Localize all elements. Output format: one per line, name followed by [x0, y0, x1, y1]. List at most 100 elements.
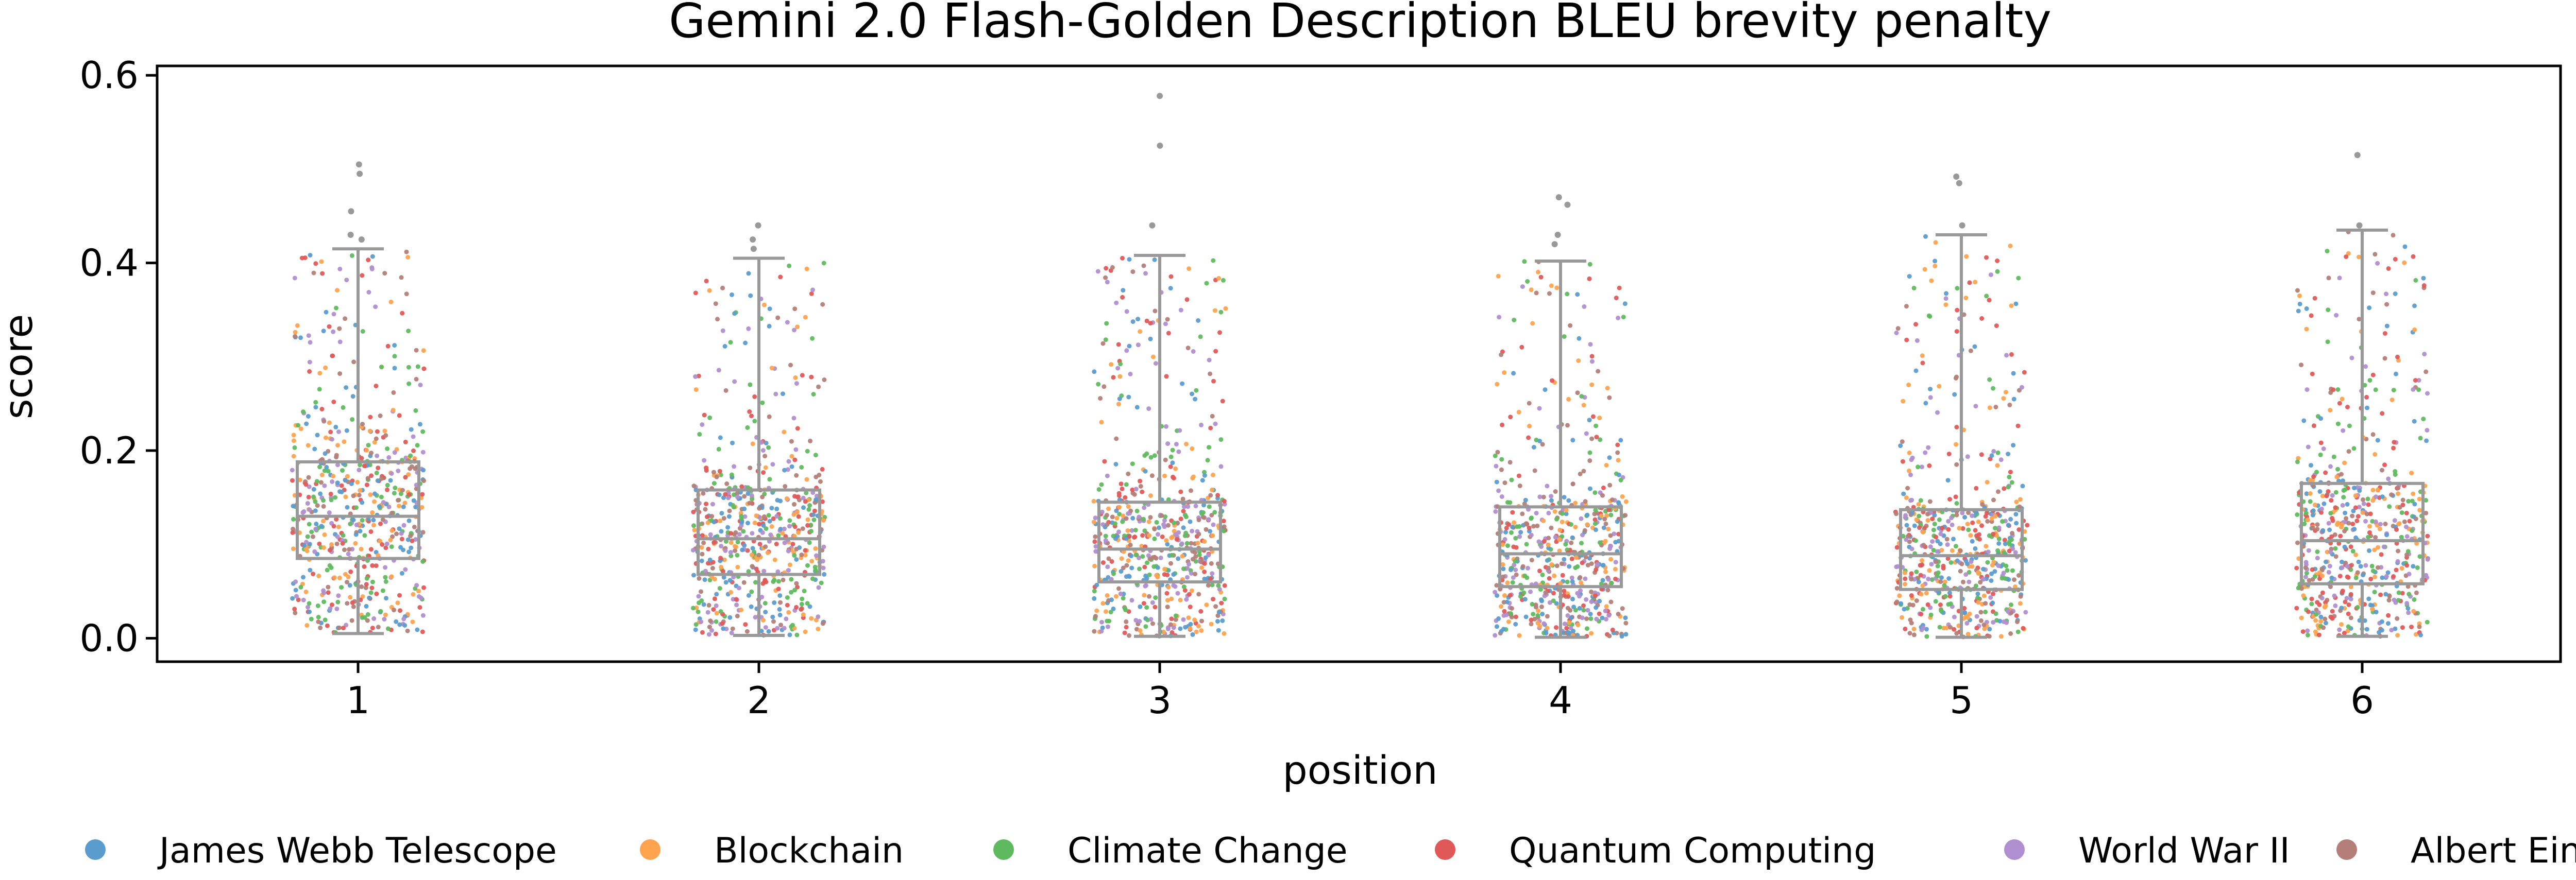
strip-point [1927, 568, 1932, 573]
strip-point [1504, 526, 1509, 531]
strip-point [1964, 254, 1969, 259]
strip-point [1222, 583, 1227, 588]
strip-point [1598, 437, 1603, 442]
strip-point [1499, 604, 1504, 609]
strip-point [2335, 522, 2340, 527]
strip-point [1130, 269, 1136, 274]
strip-point [2382, 356, 2387, 361]
strip-point [342, 439, 347, 444]
strip-point [1963, 572, 1969, 577]
strip-point [1577, 336, 1582, 341]
strip-point [1587, 450, 1592, 455]
strip-point [717, 492, 722, 497]
strip-point [1188, 519, 1193, 524]
strip-point [2382, 462, 2387, 468]
strip-point [1132, 492, 1137, 497]
strip-point [1911, 286, 1917, 290]
strip-point [699, 545, 704, 550]
strip-point [816, 384, 821, 389]
strip-point [2008, 516, 2013, 522]
outlier-point [347, 231, 354, 238]
strip-point [392, 354, 397, 359]
strip-point [2347, 423, 2352, 428]
strip-point [1617, 285, 1622, 290]
strip-point [329, 437, 334, 442]
strip-point [1187, 266, 1192, 271]
strip-point [1493, 590, 1498, 595]
strip-point [1170, 460, 1175, 465]
strip-point [405, 255, 411, 260]
strip-point [1959, 561, 1964, 566]
strip-point [1909, 457, 1914, 462]
strip-point [1163, 457, 1168, 462]
strip-point [1116, 342, 1121, 347]
strip-points [290, 229, 2430, 640]
strip-point [1136, 342, 1141, 348]
strip-point [712, 596, 717, 601]
strip-point [336, 593, 341, 598]
strip-point [1146, 406, 1151, 411]
strip-point [1196, 517, 1201, 523]
strip-point [697, 600, 701, 606]
strip-point [1623, 513, 1628, 518]
strip-point [306, 414, 311, 419]
strip-point [1991, 531, 1996, 537]
strip-point [2301, 418, 2307, 423]
legend-marker [85, 839, 106, 860]
strip-point [1983, 609, 1988, 614]
strip-point [1537, 624, 1543, 629]
strip-point [2402, 244, 2408, 249]
strip-point [2320, 528, 2326, 533]
strip-point [290, 478, 295, 483]
strip-point [343, 572, 348, 577]
strip-point [1994, 323, 1999, 329]
strip-point [1502, 537, 1507, 542]
strip-point [2413, 278, 2418, 283]
strip-point [1130, 461, 1135, 467]
strip-point [1916, 502, 1921, 507]
strip-point [1968, 348, 1973, 353]
strip-point [1176, 449, 1181, 454]
strip-point [1946, 527, 1951, 532]
strip-point [2014, 521, 2019, 526]
strip-point [385, 482, 390, 488]
strip-point [1513, 559, 1518, 564]
plot-area-frame [156, 64, 2562, 663]
strip-point [403, 567, 408, 572]
strip-point [2344, 516, 2349, 521]
strip-point [1616, 501, 1621, 506]
strip-point [783, 484, 788, 489]
strip-point [392, 608, 396, 613]
strip-point [1987, 377, 1992, 382]
strip-point [1939, 608, 1944, 613]
strip-point [1560, 511, 1565, 516]
strip-point [1987, 298, 1992, 303]
strip-point [316, 615, 321, 619]
strip-point [329, 602, 334, 607]
strip-point [1148, 455, 1154, 460]
strip-point [2001, 619, 2006, 624]
strip-point [345, 474, 350, 479]
strip-point [1954, 425, 1959, 429]
strip-point [703, 568, 708, 574]
strip-point [2352, 486, 2357, 491]
strip-point [2391, 445, 2396, 451]
strip-point [778, 623, 783, 628]
strip-point [374, 563, 379, 568]
strip-point [1509, 530, 1514, 535]
strip-point [385, 487, 389, 492]
strip-point [2018, 601, 2023, 606]
strip-point [1996, 563, 2001, 568]
strip-point [328, 429, 333, 435]
strip-point [728, 550, 733, 555]
strip-point [1921, 625, 1926, 630]
strip-point [2386, 613, 2391, 618]
strip-point [787, 632, 792, 637]
strip-point [796, 514, 801, 519]
strip-point [1608, 544, 1613, 549]
strip-point [389, 544, 394, 549]
strip-point [1218, 309, 1224, 315]
strip-point [1493, 509, 1498, 514]
strip-point [1147, 594, 1151, 599]
strip-point [317, 464, 322, 470]
